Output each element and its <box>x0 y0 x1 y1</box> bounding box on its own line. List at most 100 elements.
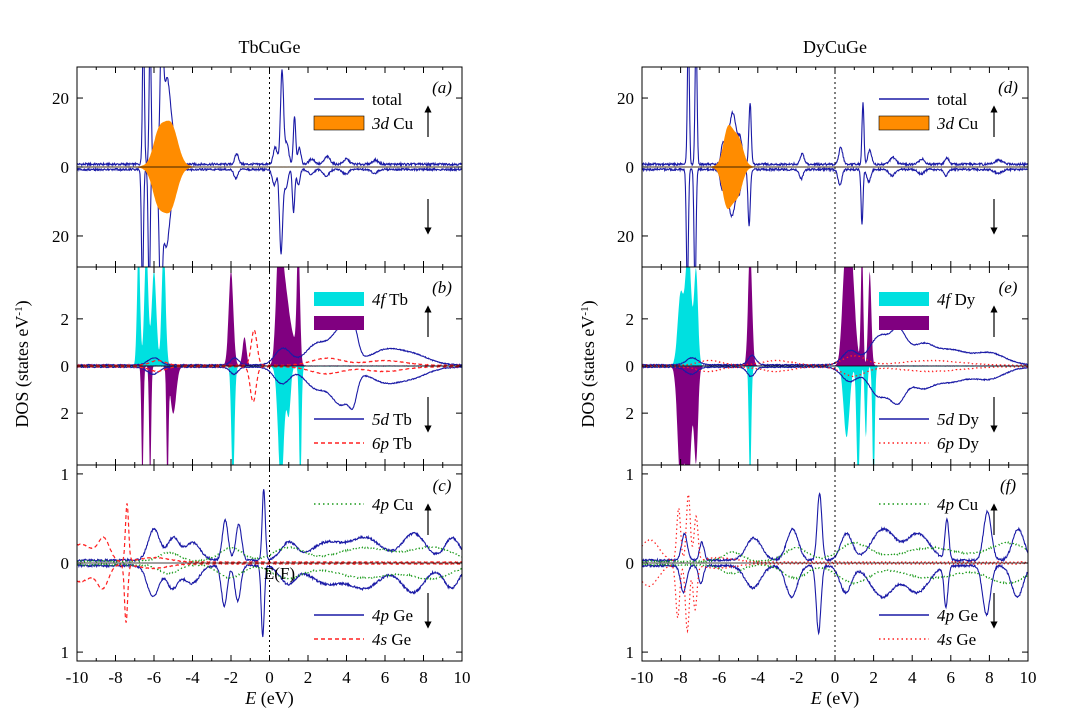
x-tick-label: -10 <box>66 668 89 687</box>
legend-label-italic: 4f <box>937 290 953 309</box>
x-tick-label: 4 <box>908 668 917 687</box>
y-axis-label-main: DOS (states eV <box>12 316 33 428</box>
y-axis-label-sup: -1 <box>579 306 591 315</box>
series-4s-ge-down <box>642 562 1028 634</box>
legend-label-italic: 3d <box>936 114 955 133</box>
series-4p-cu-down <box>77 562 462 582</box>
x-tick-label: -4 <box>185 668 200 687</box>
y-tick-label: 1 <box>626 465 635 484</box>
series-4p-ge-up <box>77 489 462 564</box>
legend-label: 4s Ge <box>372 630 411 649</box>
legend-swatch <box>879 292 929 306</box>
series-4p-cu-down <box>642 562 1028 586</box>
y-tick-label: 0 <box>626 554 635 573</box>
legend-top: 4f Dy <box>879 290 976 330</box>
y-axis-label: DOS (states eV-1) <box>578 300 599 427</box>
legend-label-text: Cu <box>954 114 979 133</box>
panel-label: (a) <box>432 78 452 97</box>
chart-title: TbCuGe <box>239 37 301 57</box>
legend-label-text: Cu <box>954 495 979 514</box>
series-3d-cu-down <box>642 167 1028 210</box>
legend-swatch <box>879 316 929 330</box>
x-axis-unit: (eV) <box>256 688 293 709</box>
series-3d-cu-up <box>77 120 462 167</box>
legend-label-italic: 4s <box>937 630 953 649</box>
y-tick-label: 0 <box>61 158 70 177</box>
legend-top: 4p Cu <box>314 495 414 514</box>
series-3d-cu-down <box>77 167 462 214</box>
y-tick-label: 2 <box>61 310 70 329</box>
series-4s-ge-down <box>77 562 462 623</box>
legend-label-text: Dy <box>954 434 980 453</box>
x-tick-label: -2 <box>224 668 238 687</box>
series-4p-ge-down <box>77 563 462 638</box>
x-tick-label: 0 <box>831 668 840 687</box>
legend-label: 4p Ge <box>937 606 978 625</box>
panel-label: (e) <box>999 278 1018 297</box>
y-tick-label: 20 <box>52 227 69 246</box>
x-tick-label: -2 <box>789 668 803 687</box>
y-axis-label-sup: -1 <box>13 306 25 315</box>
x-axis-var: E <box>810 688 822 708</box>
y-tick-label: 2 <box>626 404 635 423</box>
legend-top: total 3d Cu <box>878 90 979 133</box>
series-total-up <box>77 67 462 168</box>
y-tick-label: 20 <box>617 89 634 108</box>
x-tick-label: 10 <box>454 668 471 687</box>
plot-area <box>642 67 1028 267</box>
x-tick-label: -8 <box>674 668 688 687</box>
legend-top: total 3d Cu <box>313 90 414 133</box>
panel-label: (c) <box>433 476 452 495</box>
legend-label-text: total <box>937 90 967 109</box>
series-4f-tb-down <box>77 366 462 465</box>
legend-label: 3d Cu <box>371 114 414 133</box>
y-axis-label-close: ) <box>578 300 599 306</box>
legend-label-text: Ge <box>389 606 413 625</box>
y-tick-label: 0 <box>61 554 70 573</box>
legend-label-text: Dy <box>954 410 980 429</box>
legend-label-text: Tb <box>389 410 412 429</box>
legend-label: total <box>372 90 402 109</box>
y-tick-label: 1 <box>61 643 70 662</box>
y-tick-label: 20 <box>52 89 69 108</box>
panel-label: (b) <box>432 278 452 297</box>
series-4f-dy-down <box>642 366 1028 465</box>
legend-label-text: Tb <box>385 290 408 309</box>
legend-label: 6p Dy <box>937 434 980 453</box>
series-total-down <box>642 166 1028 267</box>
legend-label: 4p Cu <box>937 495 979 514</box>
y-tick-label: 2 <box>61 404 70 423</box>
x-tick-label: 4 <box>342 668 351 687</box>
legend-label-italic: 4p <box>937 606 954 625</box>
legend-label-italic: 4f <box>372 290 388 309</box>
legend-label-italic: 6p <box>937 434 954 453</box>
legend-label-text: Ge <box>952 630 976 649</box>
legend-label: 3d Cu <box>936 114 979 133</box>
x-tick-label: 6 <box>947 668 956 687</box>
panel-label: (f) <box>1000 476 1016 495</box>
x-tick-label: -10 <box>631 668 654 687</box>
chart-title: DyCuGe <box>803 37 867 57</box>
legend-bottom: 4p Ge 4s Ge <box>314 606 413 649</box>
legend-label-italic: 4p <box>372 606 389 625</box>
legend-label-italic: 5d <box>372 410 390 429</box>
panel-label: (d) <box>998 78 1018 97</box>
legend-label-text: Ge <box>954 606 978 625</box>
x-axis-label: E (eV) <box>244 688 293 709</box>
y-tick-label: 0 <box>626 158 635 177</box>
x-tick-label: 8 <box>985 668 994 687</box>
x-axis-var: E <box>244 688 256 708</box>
series-4s-ge-up <box>642 494 1028 564</box>
legend-label-text: Cu <box>389 114 414 133</box>
series-6p-tb-down <box>77 365 462 403</box>
series-3d-cu-up <box>642 124 1028 167</box>
x-tick-label: -6 <box>147 668 161 687</box>
series-4f-tb-up <box>77 267 462 366</box>
legend-label-italic: 4p <box>937 495 954 514</box>
legend-label-italic: 4s <box>372 630 388 649</box>
series-6p-tb-up <box>77 328 462 367</box>
